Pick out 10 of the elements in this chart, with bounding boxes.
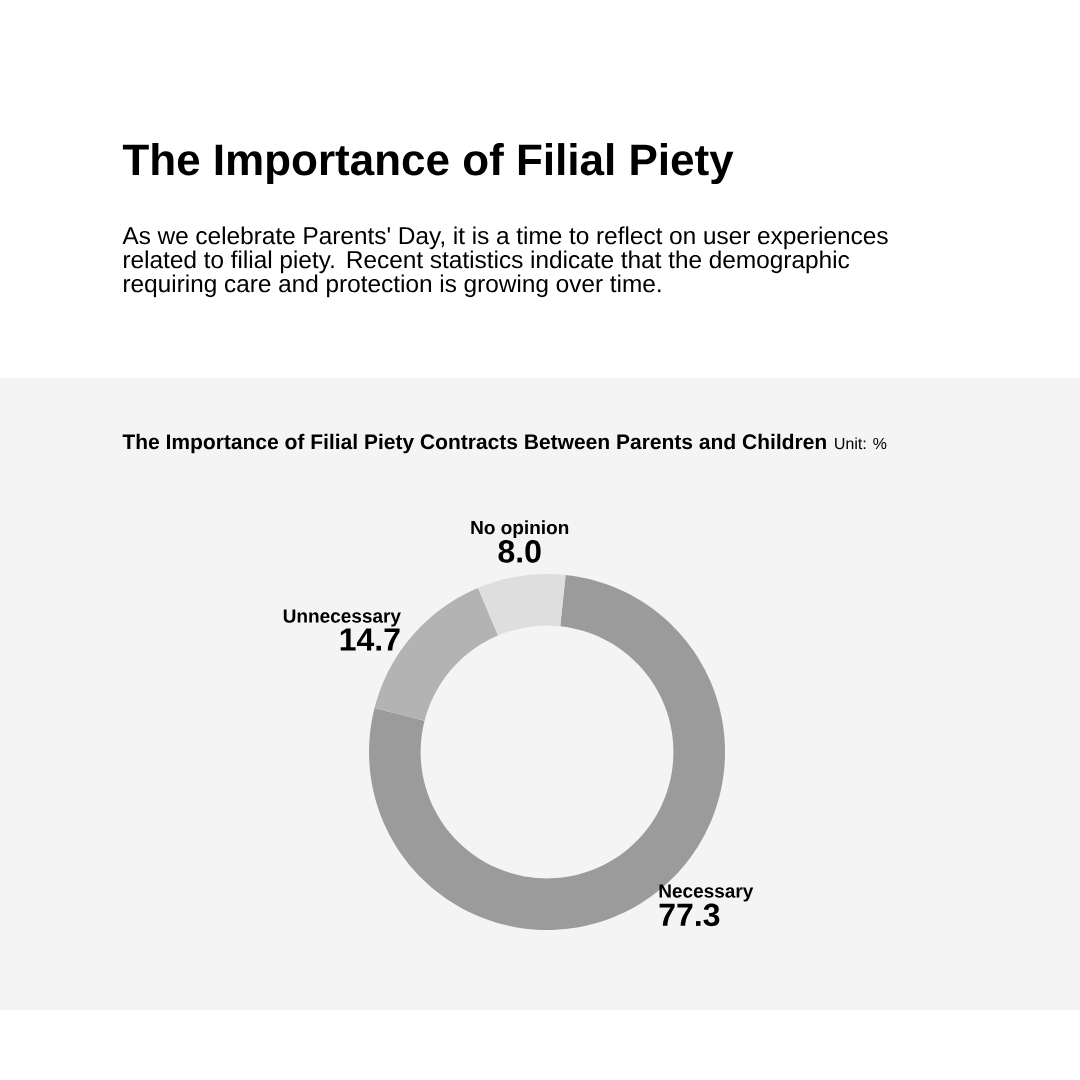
text: The Importance of Filial Piety Contracts Between Parents and Children: [122, 433, 826, 454]
data-label: 77.3: [659, 903, 720, 927]
slice-label: Unnecessary: [283, 609, 401, 627]
data-label: 14.7: [340, 628, 400, 651]
slice-label: No opinion: [471, 520, 569, 539]
data-label: 8.0: [498, 540, 541, 563]
chart-subtitle: As we celebrate Parents' Day, it is a time to reflect on user experiences related to filial piety. Recent statistics indicate that the demographic requiring care and protection is growing over time.: [122, 226, 888, 298]
chart-title: The Importance of Filial Piety: [122, 143, 734, 185]
text: Unit: %: [835, 437, 887, 450]
slice-label: Necessary: [659, 884, 754, 902]
